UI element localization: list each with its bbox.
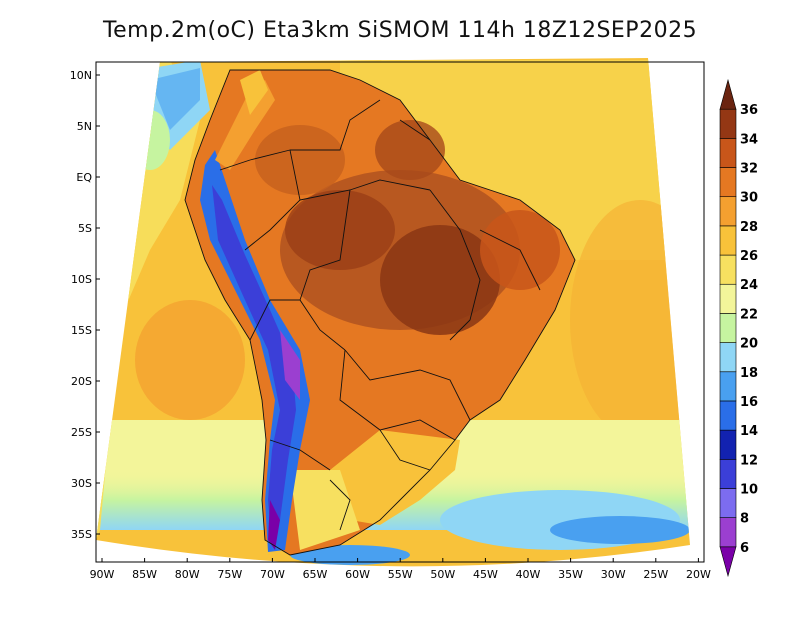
colorbar-swatch [719,342,737,373]
lat-tick-label: 10S [71,273,92,286]
colorbar-label: 22 [740,307,758,322]
colorbar-swatch [719,546,737,578]
lon-tick-label: 35W [558,568,583,581]
country-borders [184,69,576,556]
colorbar-label: 8 [740,512,749,527]
lat-tick-label: 30S [71,477,92,490]
map-frame [95,61,705,563]
colorbar-swatch [719,138,737,168]
lat-tick-label: 35S [71,528,92,541]
colorbar-label: 10 [740,482,758,497]
lat-tick-label: 5S [78,222,92,235]
colorbar-swatch [719,108,737,139]
lat-tick-label: 20S [71,375,92,388]
lon-tick-label: 70W [260,568,285,581]
colorbar-label: 30 [740,191,758,206]
lat-tick-label: EQ [76,171,92,184]
colorbar-label: 6 [740,541,749,556]
lat-tick-label: 5N [77,120,92,133]
colorbar-swatch [719,167,737,198]
colorbar-label: 12 [740,453,758,468]
lon-tick-label: 30W [601,568,626,581]
colorbar-swatch [719,429,737,460]
lon-tick-label: 40W [516,568,541,581]
lon-tick-label: 65W [303,568,328,581]
colorbar-label: 20 [740,337,758,352]
colorbar-label: 32 [740,162,758,177]
lon-tick-label: 55W [388,568,413,581]
lat-tick-label: 25S [71,426,92,439]
colorbar-label: 18 [740,366,758,381]
lon-tick-label: 20W [686,568,711,581]
temperature-field [96,58,690,567]
lat-tick-label: 15S [71,324,92,337]
lon-tick-label: 90W [90,568,115,581]
lon-tick-label: 45W [473,568,498,581]
lon-tick-label: 85W [132,568,157,581]
colorbar: 6 8 10 12 14 16 18 20 22 24 26 28 30 32 34 36 [719,78,758,578]
colorbar-swatch [719,458,737,489]
colorbar-swatch [719,313,737,343]
lon-tick-label: 25W [643,568,668,581]
colorbar-label: 14 [740,424,758,439]
colorbar-label: 28 [740,220,758,235]
colorbar-label: 24 [740,278,758,293]
colorbar-label: 36 [740,103,758,118]
colorbar-label: 16 [740,395,758,410]
colorbar-swatch [719,225,737,256]
lon-tick-label: 75W [217,568,242,581]
colorbar-swatch [719,517,737,548]
lon-tick-label: 50W [430,568,455,581]
latitude-axis: 10N 5N EQ 5S 10S 15S 20S 25S 30S 35S [70,69,100,541]
colorbar-label: 26 [740,249,758,264]
colorbar-swatch [719,254,737,285]
lon-tick-label: 80W [175,568,200,581]
colorbar-label: 34 [740,132,758,147]
colorbar-swatch [719,488,737,518]
lon-tick-label: 60W [345,568,370,581]
colorbar-swatch [719,196,737,227]
colorbar-swatch [719,78,737,110]
lat-tick-label: 10N [70,69,92,82]
colorbar-swatch [719,283,737,314]
longitude-axis: 90W 85W 80W 75W 70W 65W 60W 55W 50W 45W 40W 35W 30W 2… [90,558,711,581]
map-title: Temp.2m(oC) Eta3km SiSMOM 114h 18Z12SEP2… [102,18,698,43]
colorbar-swatch [719,400,737,431]
colorbar-swatch [719,371,737,402]
